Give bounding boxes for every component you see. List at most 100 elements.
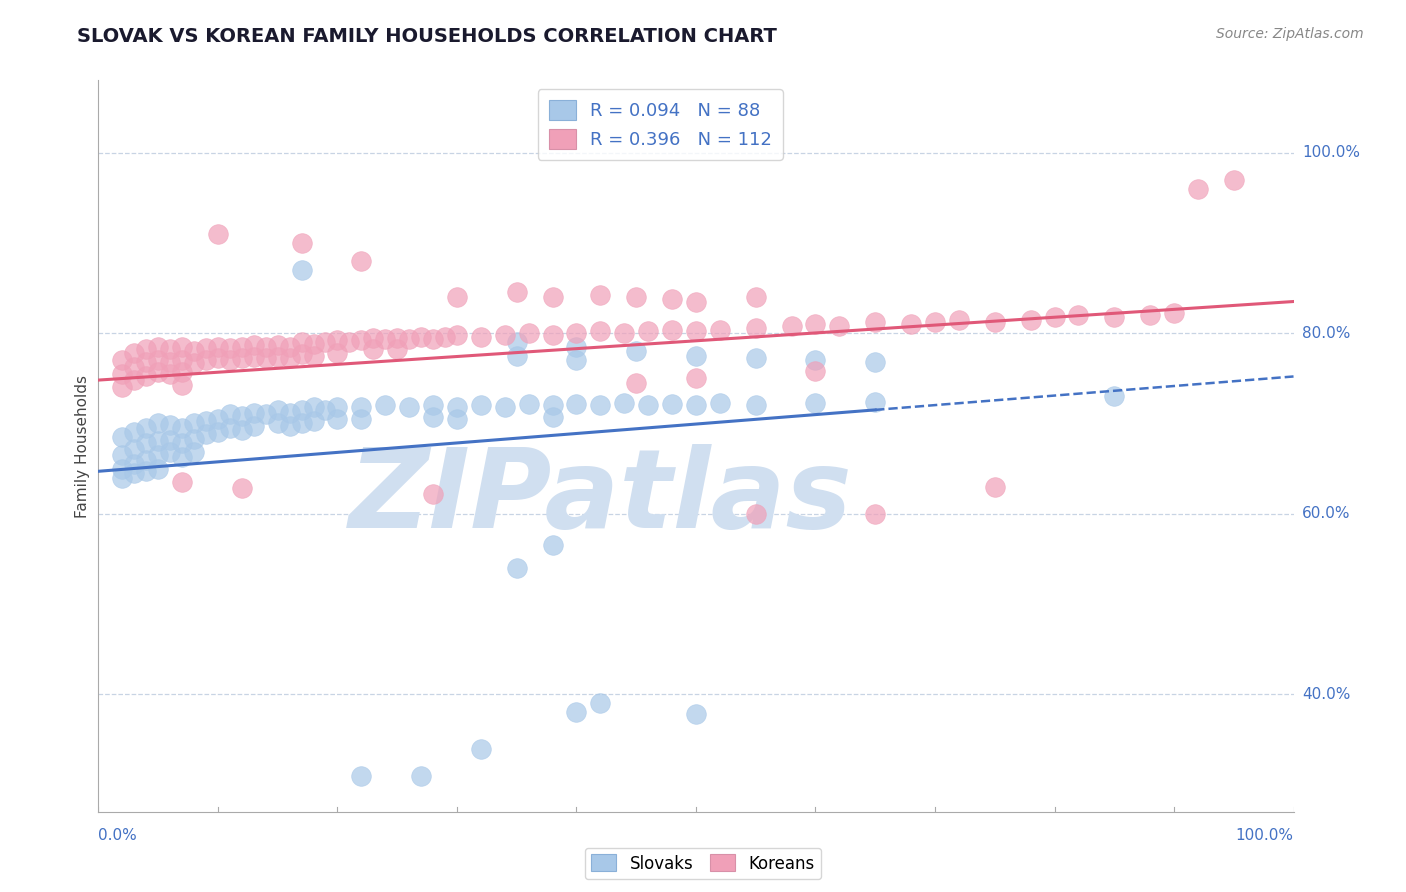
Point xyxy=(172,353,194,368)
Text: 100.0%: 100.0% xyxy=(1302,145,1360,160)
Point xyxy=(398,400,420,414)
Point xyxy=(231,340,253,354)
Point xyxy=(135,355,157,369)
Point xyxy=(1104,389,1126,403)
Legend: R = 0.094   N = 88, R = 0.396   N = 112: R = 0.094 N = 88, R = 0.396 N = 112 xyxy=(537,89,783,160)
Point xyxy=(159,343,181,357)
Point xyxy=(1019,312,1042,326)
Point xyxy=(565,340,588,354)
Point xyxy=(422,398,444,412)
Text: Source: ZipAtlas.com: Source: ZipAtlas.com xyxy=(1216,27,1364,41)
Text: ZIPatlas: ZIPatlas xyxy=(349,443,852,550)
Point xyxy=(374,333,396,347)
Point xyxy=(804,353,827,368)
Point xyxy=(243,338,266,352)
Point xyxy=(685,707,707,722)
Point xyxy=(291,403,314,417)
Point xyxy=(278,419,301,434)
Point xyxy=(135,436,157,450)
Point xyxy=(172,475,194,489)
Point xyxy=(374,398,396,412)
Point xyxy=(470,398,492,412)
Point xyxy=(446,290,468,304)
Point xyxy=(195,353,218,368)
Point xyxy=(637,398,659,412)
Point xyxy=(422,487,444,501)
Point xyxy=(422,410,444,425)
Point xyxy=(446,400,468,414)
Point xyxy=(302,400,325,414)
Point xyxy=(589,697,612,711)
Point xyxy=(111,353,134,368)
Point xyxy=(1163,306,1185,320)
Point xyxy=(111,448,134,462)
Point xyxy=(661,322,683,336)
Text: 80.0%: 80.0% xyxy=(1302,326,1350,341)
Point xyxy=(865,394,887,409)
Point xyxy=(626,290,648,304)
Point xyxy=(135,343,157,357)
Point xyxy=(709,395,731,409)
Point xyxy=(243,406,266,420)
Point xyxy=(685,349,707,363)
Point xyxy=(183,344,205,359)
Point xyxy=(363,331,385,345)
Point xyxy=(219,408,242,422)
Point xyxy=(506,561,529,575)
Point xyxy=(984,480,1007,494)
Point xyxy=(124,360,146,375)
Point xyxy=(661,396,683,410)
Point xyxy=(541,410,564,425)
Point xyxy=(446,412,468,426)
Point xyxy=(626,376,648,390)
Point xyxy=(780,318,803,333)
Point xyxy=(254,340,277,354)
Point xyxy=(291,263,314,277)
Point xyxy=(924,315,946,329)
Point xyxy=(326,334,349,348)
Point xyxy=(613,326,636,340)
Point xyxy=(124,373,146,387)
Point xyxy=(745,351,768,365)
Point xyxy=(745,290,768,304)
Point xyxy=(506,349,529,363)
Point xyxy=(172,378,194,392)
Point xyxy=(267,350,290,364)
Point xyxy=(865,315,887,329)
Point xyxy=(219,342,242,356)
Point xyxy=(565,396,588,410)
Point xyxy=(124,466,146,480)
Point xyxy=(385,331,409,345)
Point xyxy=(900,317,922,331)
Point xyxy=(219,421,242,435)
Point xyxy=(326,412,349,426)
Text: 60.0%: 60.0% xyxy=(1302,507,1350,521)
Point xyxy=(350,769,373,783)
Point xyxy=(745,320,768,334)
Point xyxy=(124,442,146,456)
Point xyxy=(148,448,170,462)
Point xyxy=(135,368,157,383)
Point xyxy=(411,330,433,344)
Point xyxy=(207,412,229,426)
Point xyxy=(195,342,218,356)
Point xyxy=(267,338,290,352)
Point xyxy=(111,470,134,484)
Point xyxy=(219,353,242,368)
Point xyxy=(494,327,516,342)
Point xyxy=(1104,310,1126,324)
Text: 0.0%: 0.0% xyxy=(98,828,138,843)
Point xyxy=(541,327,564,342)
Point xyxy=(1223,172,1246,186)
Point xyxy=(506,335,529,350)
Legend: Slovaks, Koreans: Slovaks, Koreans xyxy=(585,847,821,880)
Point xyxy=(207,340,229,354)
Point xyxy=(231,482,253,496)
Point xyxy=(207,425,229,440)
Point xyxy=(589,324,612,338)
Point xyxy=(183,445,205,459)
Point xyxy=(434,330,457,344)
Text: 100.0%: 100.0% xyxy=(1236,828,1294,843)
Point xyxy=(302,414,325,428)
Point xyxy=(254,351,277,366)
